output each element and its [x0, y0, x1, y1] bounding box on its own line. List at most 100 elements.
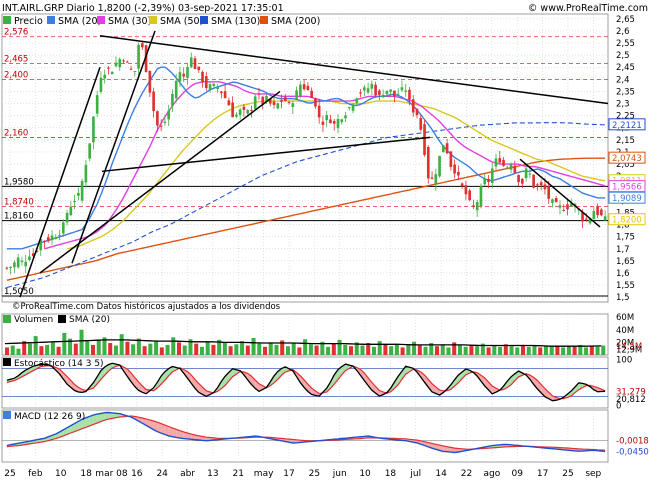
- stoch-fill: [131, 372, 135, 387]
- candle-body: [483, 178, 487, 185]
- candle-body: [415, 108, 419, 116]
- legend-sma50-swatch: [149, 16, 157, 24]
- candle-body: [325, 115, 329, 121]
- volume-bar: [440, 344, 445, 355]
- legend-sma20-swatch: [47, 16, 55, 24]
- price-tick-label: 2,45: [616, 63, 635, 73]
- macd-fill: [168, 426, 173, 437]
- volume-bar: [56, 346, 61, 355]
- stoch-fill: [341, 364, 346, 375]
- sma130-line: [6, 122, 606, 289]
- volume-bar: [263, 346, 268, 355]
- candle-body: [603, 216, 607, 221]
- date-tick-label: 17: [283, 469, 294, 479]
- stoch-fill: [345, 364, 350, 371]
- stoch-fill: [108, 363, 113, 372]
- candle-body: [58, 235, 61, 237]
- candle-body: [272, 101, 276, 105]
- volume-bar: [406, 344, 411, 355]
- candle-body: [92, 116, 95, 143]
- volume-bar: [463, 346, 468, 355]
- candle-body: [242, 106, 246, 110]
- volume-bar: [291, 343, 296, 355]
- macd-fill: [100, 412, 105, 422]
- price-tick-label: 2,55: [616, 39, 635, 49]
- stoch-fill: [138, 381, 143, 393]
- macd-fill: [443, 445, 448, 452]
- candle-body: [449, 151, 453, 167]
- volume-bar: [331, 343, 336, 355]
- candle-body: [490, 168, 494, 183]
- volume-bar: [211, 344, 216, 355]
- macd-fill: [191, 434, 196, 440]
- macd-fill: [176, 429, 180, 439]
- stoch-fill: [435, 386, 440, 396]
- candle-body: [374, 84, 377, 96]
- stoch-fill: [544, 388, 549, 399]
- candle-body: [321, 121, 325, 125]
- candle-body: [385, 90, 389, 95]
- date-tick-label: 18: [80, 469, 92, 479]
- volume-bar: [165, 344, 170, 355]
- macd-fill: [439, 445, 444, 452]
- volume-bar: [480, 343, 485, 355]
- volume-bar: [417, 345, 422, 355]
- candle-body: [204, 76, 208, 89]
- value-tag-label: 1,8200: [612, 216, 642, 226]
- volume-bar: [119, 334, 124, 355]
- candlesticks: [5, 41, 607, 275]
- volume-bar: [108, 343, 113, 355]
- volume-sma-line: [4, 339, 602, 347]
- candle-body: [80, 180, 84, 201]
- volume-bar: [371, 346, 376, 355]
- candle-body: [566, 204, 569, 210]
- candle-body: [107, 67, 110, 69]
- price-tick-label: 1,65: [616, 257, 635, 267]
- candle-body: [250, 109, 253, 111]
- stoch-fill: [428, 379, 433, 392]
- price-tick-label: 1,8: [616, 221, 630, 231]
- trend-line: [99, 35, 609, 105]
- price-tick-label: 2,3: [616, 100, 630, 110]
- candle-body: [336, 119, 340, 129]
- sma50-line: [66, 100, 606, 250]
- candle-body: [201, 71, 204, 83]
- legend-sma50: SMA (50): [160, 16, 203, 27]
- candle-body: [118, 59, 122, 68]
- date-tick-label: 22: [461, 469, 472, 479]
- candle-body: [423, 124, 426, 155]
- volume-bar: [297, 347, 302, 355]
- stoch-fill: [311, 388, 316, 396]
- candle-body: [600, 209, 603, 216]
- stoch-fill: [304, 379, 308, 392]
- macd-fill: [85, 416, 90, 428]
- legend-sma200-swatch: [260, 16, 268, 24]
- candle-body: [182, 73, 186, 77]
- volume-bar: [240, 341, 245, 355]
- candle-body: [35, 250, 39, 252]
- candle-body: [592, 211, 596, 220]
- volume-bar: [96, 339, 101, 355]
- volume-bar: [349, 346, 354, 355]
- date-tick-label: 10: [359, 469, 371, 479]
- candle-body: [517, 175, 520, 183]
- volume-bar: [526, 346, 531, 355]
- price-tick-label: 2,65: [616, 15, 635, 25]
- candle-body: [536, 184, 539, 186]
- stoch-fill: [104, 364, 109, 376]
- date-tick-label: abr: [180, 469, 195, 479]
- stoch-tick-label: 0: [616, 402, 621, 412]
- candle-body: [159, 125, 163, 127]
- macd-line: [6, 411, 606, 454]
- volume-bar: [326, 346, 331, 355]
- stoch-d-line: [6, 364, 606, 400]
- date-tick-label: 25: [4, 469, 15, 479]
- level-label: 1,8160: [4, 212, 34, 222]
- date-tick-label: jul: [409, 469, 421, 479]
- stoch-fill: [597, 387, 602, 392]
- date-tick-label: sep: [585, 469, 601, 479]
- candle-body: [494, 158, 498, 167]
- candle-body: [31, 253, 35, 257]
- level-label: 1,8740: [4, 198, 34, 208]
- candle-body: [114, 62, 118, 67]
